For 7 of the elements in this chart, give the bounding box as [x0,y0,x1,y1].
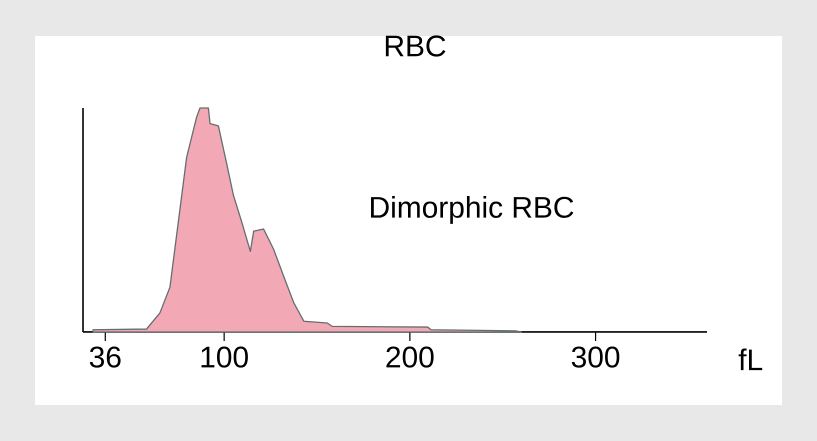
x-axis-title: fL [738,348,762,370]
x-tick-label: 36 [90,346,121,368]
annotation: Dimorphic RBC [371,196,574,224]
x-tick-label: 100 [202,346,248,368]
x-tick-label: 200 [386,346,434,368]
chart-title: RBC [386,35,446,57]
x-tick-label: 300 [572,346,620,368]
